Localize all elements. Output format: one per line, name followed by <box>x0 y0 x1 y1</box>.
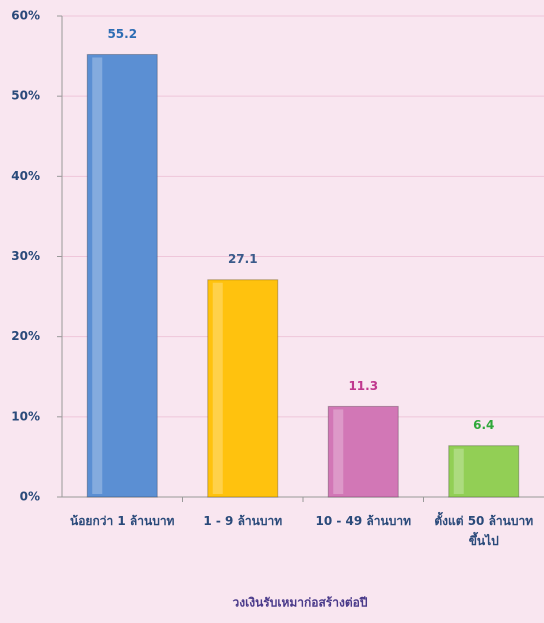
bar <box>207 279 279 498</box>
data-label: 27.1 <box>228 252 258 266</box>
y-tick-label: 30% <box>11 249 40 263</box>
x-tick-label: 10 - 49 ล้านบาท <box>316 514 412 528</box>
data-label: 6.4 <box>473 418 494 432</box>
y-tick-label: 20% <box>11 329 40 343</box>
bar-highlight <box>453 448 464 494</box>
x-tick-label: ตั้งแต่ 50 ล้านบาทขึ้นไป <box>434 511 533 548</box>
bar-highlight <box>212 282 223 494</box>
x-tick-label-line: น้อยกว่า 1 ล้านบาท <box>70 514 175 528</box>
x-tick-label-line: ตั้งแต่ 50 ล้านบาท <box>434 511 533 528</box>
y-tick-label: 50% <box>11 89 40 103</box>
x-tick-label: 1 - 9 ล้านบาท <box>203 514 282 528</box>
bar-highlight <box>92 57 103 494</box>
data-label: 11.3 <box>348 379 378 393</box>
x-tick-label: น้อยกว่า 1 ล้านบาท <box>70 514 175 528</box>
data-label: 55.2 <box>107 27 137 41</box>
x-tick-label-line: ขึ้นไป <box>469 531 499 548</box>
x-tick-label-line: 1 - 9 ล้านบาท <box>203 514 282 528</box>
y-tick-label: 40% <box>11 169 40 183</box>
bar <box>327 405 399 498</box>
y-tick-label: 10% <box>11 409 40 423</box>
bar <box>448 445 520 498</box>
y-tick-label: 0% <box>20 490 40 504</box>
x-tick-label-line: 10 - 49 ล้านบาท <box>316 514 412 528</box>
x-axis-title: วงเงินรับเหมาก่อสร้างต่อปี <box>233 596 368 610</box>
bar-highlight <box>333 409 344 494</box>
bar <box>86 53 158 498</box>
y-tick-label: 60% <box>11 9 40 23</box>
